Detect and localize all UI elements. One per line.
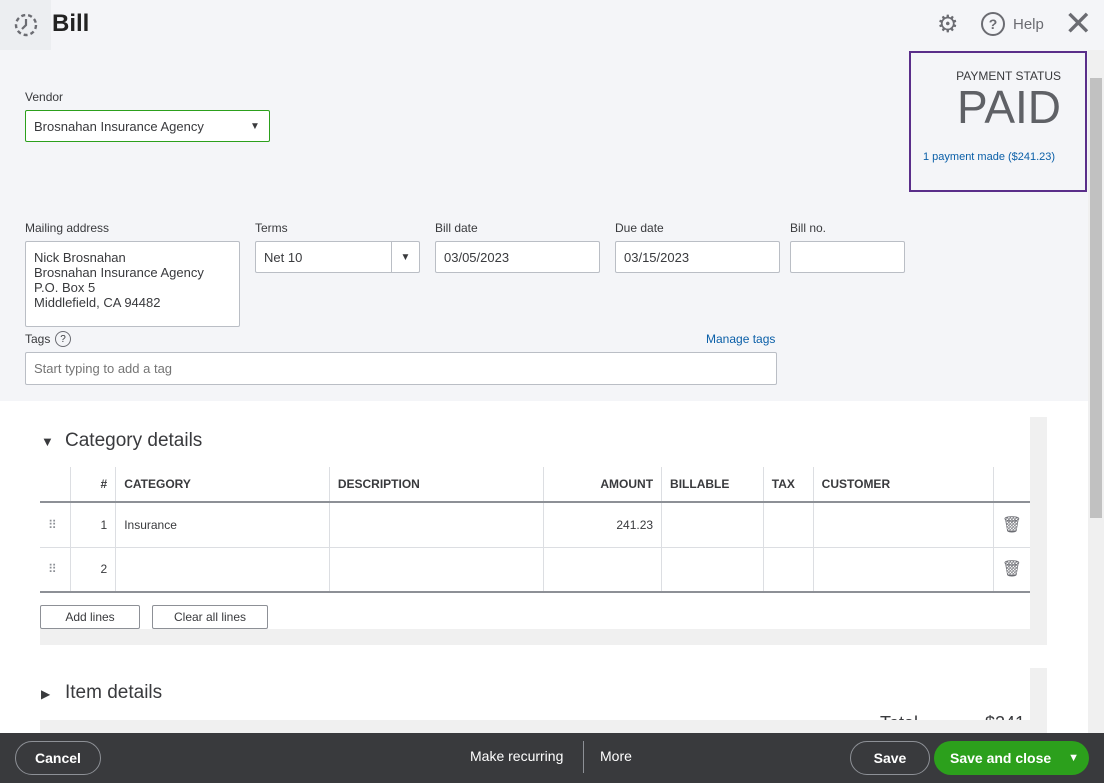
table-row[interactable]: ⠿ 1 Insurance 241.23 🗑 [40, 502, 1030, 548]
trash-icon[interactable]: 🗑 [993, 502, 1030, 548]
clear-all-lines-button[interactable]: Clear all lines [152, 605, 268, 629]
history-icon [14, 13, 37, 37]
category-details-title[interactable]: Category details [65, 430, 203, 451]
cancel-button[interactable]: Cancel [15, 741, 101, 775]
help-icon: ? [981, 12, 1005, 36]
bill-no-input[interactable] [790, 241, 905, 273]
trash-icon[interactable]: 🗑 [993, 547, 1030, 593]
terms-select[interactable]: Net 10 ▼ [255, 241, 420, 273]
horizontal-scrollbar[interactable] [40, 629, 1030, 645]
collapse-triangle-icon[interactable]: ▼ [41, 434, 54, 449]
chevron-down-icon[interactable]: ▼ [1068, 752, 1079, 764]
page-scrollbar[interactable] [1088, 50, 1104, 733]
recent-button[interactable] [0, 0, 51, 50]
chevron-down-icon[interactable]: ▼ [250, 120, 260, 132]
help-button[interactable]: ? Help [981, 12, 1044, 36]
make-recurring-button[interactable]: Make recurring [470, 748, 564, 764]
item-vertical-scrollbar[interactable] [1030, 668, 1047, 720]
category-table: # CATEGORY DESCRIPTION AMOUNT BILLABLE TAX CUS… [40, 467, 1030, 593]
payment-status-panel: PAYMENT STATUS PAID 1 payment made ($241… [909, 51, 1087, 192]
item-horizontal-scrollbar[interactable] [40, 720, 1047, 733]
more-button[interactable]: More [600, 748, 632, 764]
save-and-close-button[interactable]: Save and close ▼ [934, 741, 1089, 775]
manage-tags-link[interactable]: Manage tags [706, 332, 776, 346]
settings-gear-icon[interactable]: ⚙ [937, 11, 959, 38]
item-details-title[interactable]: Item details [65, 682, 163, 703]
close-icon[interactable]: ✕ [1064, 5, 1093, 43]
tags-help-icon[interactable]: ? [55, 331, 71, 347]
chevron-down-icon[interactable]: ▼ [391, 242, 419, 272]
vertical-scrollbar[interactable] [1030, 417, 1047, 645]
vendor-select[interactable]: Brosnahan Insurance Agency ▼ [25, 110, 270, 142]
mailing-address-field[interactable]: Nick Brosnahan Brosnahan Insurance Agency… [25, 241, 240, 327]
drag-handle-icon[interactable]: ⠿ [40, 502, 72, 548]
expand-triangle-icon[interactable]: ▶ [41, 687, 51, 701]
payment-link[interactable]: 1 payment made ($241.23) [923, 151, 1056, 163]
bill-date-input[interactable]: 03/05/2023 [435, 241, 600, 273]
footer-bar: Cancel Make recurring More Save Save and… [0, 733, 1104, 783]
due-date-input[interactable]: 03/15/2023 [615, 241, 780, 273]
table-row[interactable]: ⠿ 2 🗑 [40, 547, 1030, 593]
save-button[interactable]: Save [850, 741, 930, 775]
add-lines-button[interactable]: Add lines [40, 605, 140, 629]
payment-status-value: PAID [957, 81, 1061, 133]
divider [583, 741, 584, 773]
page-title: Bill [52, 10, 90, 37]
tags-input[interactable] [25, 352, 777, 385]
drag-handle-icon[interactable]: ⠿ [40, 547, 72, 593]
